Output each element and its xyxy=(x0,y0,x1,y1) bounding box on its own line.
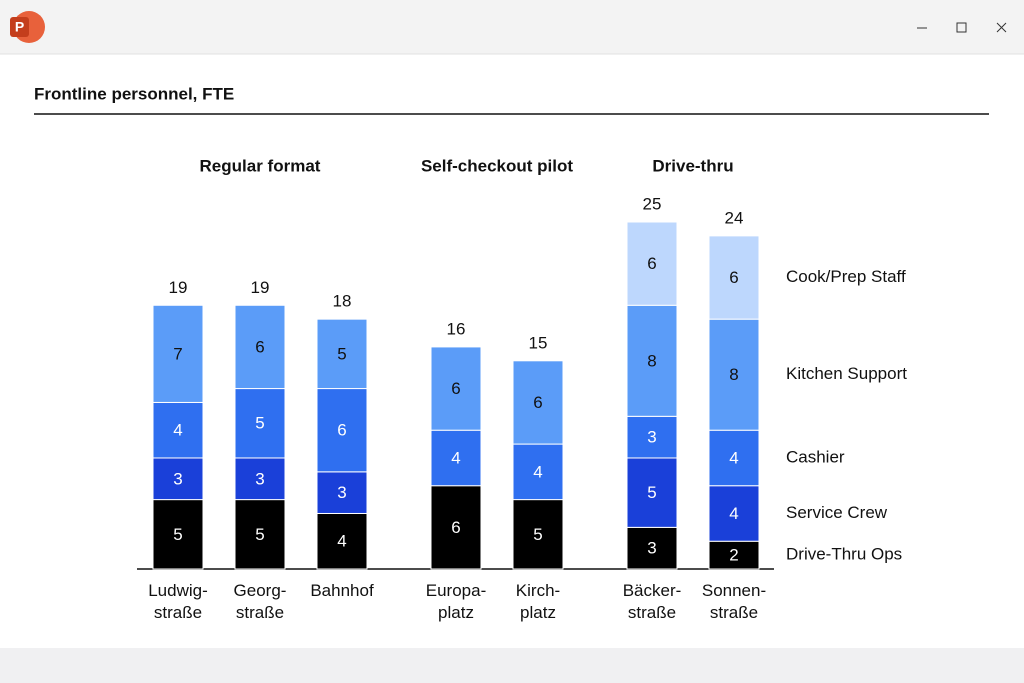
value-label: 5 xyxy=(255,525,264,544)
value-label: 5 xyxy=(337,344,346,363)
maximize-button[interactable] xyxy=(956,22,967,33)
bar-segment xyxy=(316,471,368,514)
bar-segment xyxy=(626,304,678,417)
bar-segment xyxy=(512,360,564,445)
legend-label: Cook/Prep Staff xyxy=(786,267,906,286)
value-label: 4 xyxy=(729,448,738,467)
value-label: 6 xyxy=(451,379,460,398)
value-label: 8 xyxy=(729,365,738,384)
bar-segment xyxy=(152,401,204,459)
legend-label: Kitchen Support xyxy=(786,364,907,383)
group-label: Self-checkout pilot xyxy=(421,156,573,175)
bar-segment xyxy=(234,304,286,390)
group-label: Regular format xyxy=(200,156,321,175)
total-label: 15 xyxy=(529,333,548,352)
value-label: 3 xyxy=(337,483,346,502)
value-label: 6 xyxy=(337,421,346,440)
value-label: 6 xyxy=(647,254,656,273)
bar-segment xyxy=(152,499,204,570)
bar-segment xyxy=(708,485,760,542)
legend-label: Service Crew xyxy=(786,503,888,522)
app-icon-letter: P xyxy=(15,19,24,35)
app-icon-tile xyxy=(10,17,29,37)
value-label: 4 xyxy=(729,504,738,523)
bar-segment xyxy=(626,526,678,570)
bar-segment xyxy=(626,415,678,459)
total-label: 18 xyxy=(333,292,352,311)
total-label: 25 xyxy=(643,194,662,213)
value-label: 6 xyxy=(255,337,264,356)
value-label: 3 xyxy=(647,539,656,558)
x-tick-label: Kirch-platz xyxy=(516,581,560,622)
bar-segment xyxy=(234,388,286,459)
bar-segment xyxy=(316,512,368,570)
bar-segment xyxy=(512,443,564,501)
bar-segment xyxy=(626,221,678,306)
x-tick-label: Sonnen-straße xyxy=(702,581,766,622)
value-label: 5 xyxy=(255,414,264,433)
total-label: 16 xyxy=(447,319,466,338)
x-tick-label: Bäcker-straße xyxy=(623,581,682,622)
bar-segment xyxy=(430,346,482,431)
total-label: 24 xyxy=(725,208,744,227)
close-button[interactable] xyxy=(996,22,1007,33)
value-label: 4 xyxy=(533,462,542,481)
bar-segment xyxy=(708,235,760,320)
value-label: 4 xyxy=(173,421,182,440)
value-label: 3 xyxy=(255,469,264,488)
legend-label: Cashier xyxy=(786,447,845,466)
value-label: 4 xyxy=(337,532,346,551)
bar-segment xyxy=(430,429,482,487)
chart-title: Frontline personnel, FTE xyxy=(34,84,234,103)
total-label: 19 xyxy=(169,278,188,297)
bar-segment xyxy=(152,457,204,501)
bar-segment xyxy=(316,318,368,390)
bar-segment xyxy=(316,388,368,473)
x-tick-label: Georg-straße xyxy=(234,581,287,622)
value-label: 7 xyxy=(173,344,182,363)
value-label: 3 xyxy=(173,469,182,488)
x-tick-label: Bahnhof xyxy=(310,581,374,600)
value-label: 6 xyxy=(533,393,542,412)
group-label: Drive-thru xyxy=(652,156,733,175)
total-label: 19 xyxy=(251,278,270,297)
value-label: 5 xyxy=(533,525,542,544)
bar-segment xyxy=(234,499,286,570)
bar-segment xyxy=(626,457,678,528)
bar-segment xyxy=(152,304,204,403)
value-label: 3 xyxy=(647,428,656,447)
value-label: 5 xyxy=(173,525,182,544)
x-tick-label: Ludwig-straße xyxy=(148,581,208,622)
value-label: 6 xyxy=(729,268,738,287)
bar-segment xyxy=(512,499,564,570)
value-label: 5 xyxy=(647,483,656,502)
status-bar xyxy=(0,648,1024,683)
legend-label: Drive-Thru Ops xyxy=(786,545,902,564)
bar-segment xyxy=(430,485,482,570)
value-label: 4 xyxy=(451,448,460,467)
chart: Ludwig-straße Georg-straße Bahnhof Regular … xyxy=(137,156,907,622)
title-bar xyxy=(0,0,1024,54)
bar-segment xyxy=(234,457,286,501)
value-label: 2 xyxy=(729,546,738,565)
value-label: 8 xyxy=(647,351,656,370)
value-label: 6 xyxy=(451,518,460,537)
x-tick-label: Europa-platz xyxy=(426,581,486,622)
